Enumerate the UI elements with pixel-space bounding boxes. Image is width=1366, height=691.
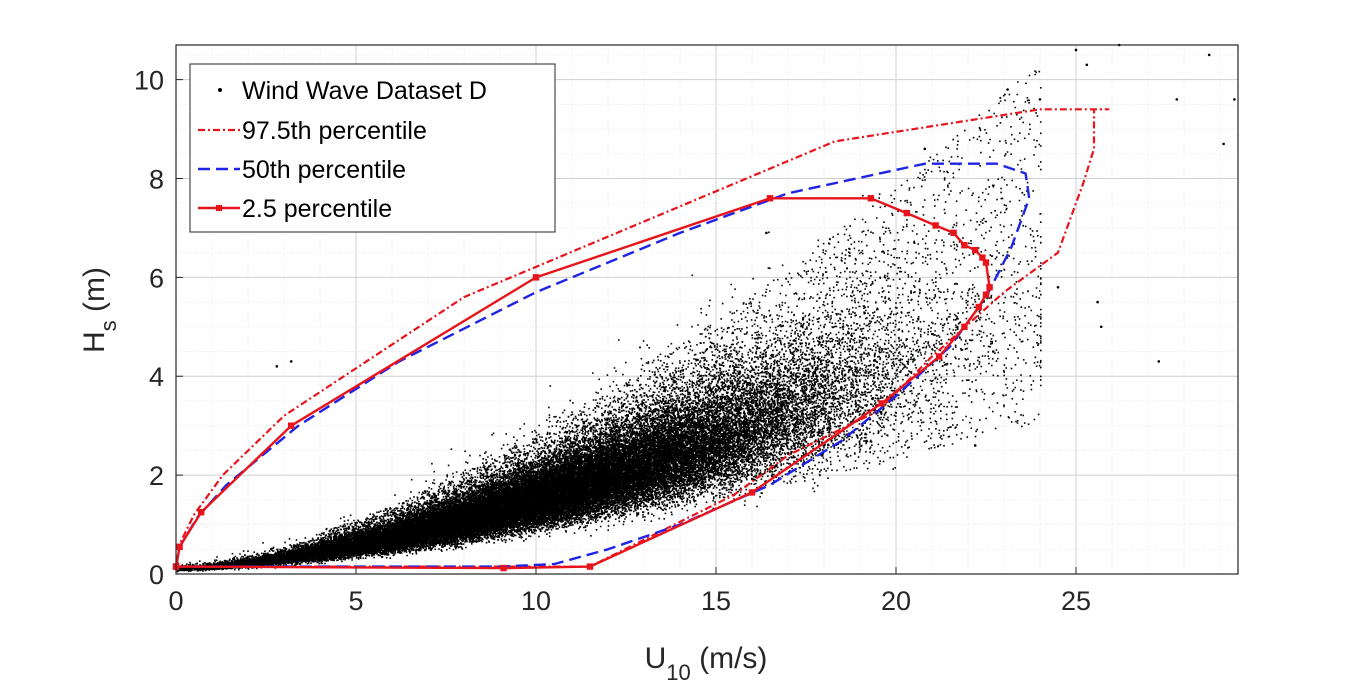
- y-tick-label: 10: [134, 66, 164, 96]
- contour-marker: [961, 323, 968, 331]
- scatter-outlier-point: [1175, 98, 1179, 101]
- contour-marker: [986, 284, 993, 291]
- x-tick-label: 15: [701, 586, 731, 616]
- plot-frame: [175, 44, 1239, 575]
- x-tick-label: 20: [881, 586, 911, 616]
- legend-entry-2-5: 2.5 percentile: [198, 195, 392, 223]
- y-tick-label: 4: [149, 362, 164, 392]
- scatter-outlier-point: [1038, 98, 1042, 101]
- scatter-outlier-point: [1056, 285, 1060, 289]
- contour-marker: [288, 422, 295, 429]
- scatter-points: [176, 70, 1042, 573]
- legend: Wind Wave Dataset D 97.5th percentile 50…: [189, 63, 556, 233]
- contour-line-3: [174, 197, 991, 570]
- contour-marker: [500, 564, 507, 572]
- scatter-outlier-point: [1099, 325, 1103, 329]
- scatter-outlier-point: [1074, 48, 1078, 52]
- contour-marker: [198, 509, 205, 516]
- scatter-outlier-point: [991, 350, 995, 353]
- scatter-outlier-point: [289, 360, 293, 363]
- y-tick-label: 0: [149, 560, 164, 590]
- x-axis-label: U10 (m/s): [645, 642, 768, 685]
- scatter-outlier-point: [1157, 360, 1161, 363]
- scatter-outlier-point: [1006, 88, 1009, 91]
- scatter-outlier-point: [765, 231, 768, 235]
- contour-marker: [748, 489, 756, 496]
- contour-marker: [878, 400, 885, 407]
- y-tick-label: 8: [149, 164, 164, 194]
- x-tick-label: 0: [168, 586, 183, 616]
- contour-marker: [961, 242, 968, 249]
- scatter-outlier-point: [1233, 98, 1236, 101]
- scatter-outlier-point: [923, 147, 927, 151]
- legend-label-97-5: 97.5th percentile: [242, 117, 427, 145]
- scatter-outlier-point: [1207, 53, 1211, 57]
- scatter-cloud: [176, 43, 1236, 573]
- scatter-outlier-point: [1222, 142, 1225, 146]
- legend-label-dataset: Wind Wave Dataset D: [242, 77, 487, 105]
- legend-box: [189, 63, 556, 233]
- contour-marker: [975, 303, 982, 311]
- contour-marker: [903, 209, 910, 217]
- contour-line-1: [174, 108, 1110, 568]
- y-axis-label: Hs (m): [78, 267, 121, 353]
- contour-marker: [972, 246, 979, 254]
- axis-ticks: 0 5 10 15 20 25 0 2 4 6 8 10: [134, 66, 1091, 616]
- legend-entry-97-5: 97.5th percentile: [198, 117, 427, 145]
- scatter-outlier-point: [1096, 300, 1099, 304]
- x-tick-label: 25: [1061, 586, 1091, 616]
- legend-entry-dataset: Wind Wave Dataset D: [218, 77, 487, 105]
- contour-marker: [982, 259, 990, 266]
- contour-marker: [936, 353, 943, 360]
- y-tick-label: 2: [149, 461, 164, 491]
- scatter-outlier-point: [275, 365, 279, 368]
- contour-marker: [532, 274, 540, 281]
- contour-marker: [982, 291, 990, 298]
- legend-label-2-5: 2.5 percentile: [242, 195, 392, 223]
- legend-marker-square: [216, 205, 222, 211]
- x-tick-label: 10: [521, 586, 551, 616]
- legend-marker-dot: [218, 88, 222, 92]
- y-tick-label: 6: [149, 263, 164, 293]
- contour-marker: [586, 563, 594, 570]
- contour-marker: [176, 543, 183, 551]
- contour-marker: [932, 222, 939, 229]
- scatter-outlier-point: [1085, 63, 1089, 67]
- x-tick-label: 5: [348, 586, 363, 616]
- legend-entry-50: 50th percentile: [198, 156, 406, 184]
- contour-marker: [950, 229, 957, 237]
- legend-label-50: 50th percentile: [242, 156, 406, 184]
- contour-marker: [766, 195, 774, 202]
- scatter-outlier-point: [973, 444, 977, 447]
- contour-marker: [867, 195, 874, 202]
- contour-marker: [979, 254, 986, 261]
